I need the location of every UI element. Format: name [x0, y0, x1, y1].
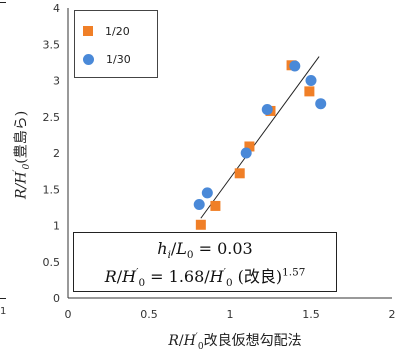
left-edge-glyph: 1 — [0, 306, 7, 317]
eq2-coef: = 1.68/ — [145, 267, 210, 286]
x-label-sub: 0 — [197, 341, 204, 352]
data-point-circle — [261, 104, 273, 115]
data-point-circle — [289, 60, 301, 72]
x-label-prime: ′ — [195, 332, 198, 343]
y-label-prime: ′ — [12, 169, 23, 172]
eq2-sub0: 0 — [138, 277, 146, 290]
x-tick-label: 0.5 — [140, 308, 158, 321]
left-edge-bracket-top — [0, 2, 6, 3]
y-tick-label: 0 — [53, 292, 60, 305]
eq1-i: i — [167, 249, 171, 262]
eq2-prime: ′ — [136, 266, 139, 279]
x-tick-label: 2 — [389, 308, 396, 321]
eq2-paren: (改良) — [232, 267, 283, 286]
eq2-prime-rhs: ′ — [223, 266, 226, 279]
y-tick-label: 2.5 — [43, 111, 61, 124]
x-label-r: R — [168, 333, 179, 349]
eq1-value: = 0.03 — [193, 239, 253, 258]
data-point-square — [244, 141, 255, 152]
y-tick-label: 4 — [53, 2, 60, 15]
data-point-circle — [201, 187, 213, 199]
legend-circle-marker — [83, 53, 94, 65]
equation-line-2: R/H′0 = 1.68/H′0 (改良)1.57 — [104, 266, 306, 290]
data-point-circle — [193, 198, 205, 210]
legend-square-marker — [83, 26, 93, 36]
y-tick-label: 1 — [53, 220, 60, 233]
eq1-l: L — [176, 239, 187, 258]
x-tick-label: 0 — [65, 308, 72, 321]
y-tick-label: 1.5 — [43, 183, 61, 196]
y-tick-label: 2 — [53, 147, 60, 160]
data-point-square — [195, 219, 206, 230]
x-tick-label: 1 — [227, 308, 234, 321]
y-tick-label: 0.5 — [43, 256, 61, 269]
x-tick-label: 1.5 — [302, 308, 320, 321]
y-label-r: R — [13, 188, 30, 200]
eq2-r: R — [104, 267, 117, 286]
x-label-suffix: 改良仮想勾配法 — [203, 333, 302, 349]
left-edge-bracket-bottom — [0, 298, 6, 299]
eq1-sub0: 0 — [186, 249, 194, 262]
data-point-circle — [240, 147, 252, 159]
data-point-square — [210, 200, 221, 211]
eq2-exponent: 1.57 — [282, 266, 306, 279]
eq2-h-rhs: H — [209, 267, 224, 286]
eq1-h: h — [157, 239, 168, 258]
data-point-square — [304, 86, 315, 97]
data-point-circle — [315, 98, 327, 110]
data-point-square — [234, 168, 245, 179]
y-label-sub: 0 — [21, 163, 32, 170]
legend: 1/20 1/30 — [74, 10, 158, 78]
legend-item-1-20: 1/20 — [83, 23, 130, 39]
legend-label-1-30: 1/30 — [106, 52, 131, 66]
y-label-suffix: (豊島ら) — [13, 110, 30, 164]
x-label-h: H — [183, 333, 196, 349]
legend-item-1-30: 1/30 — [83, 51, 131, 67]
y-label-h: H — [13, 171, 30, 184]
fit-line — [200, 56, 320, 219]
y-axis-label: R/H′0(豊島ら) — [12, 110, 32, 200]
equation-line-1: hi/L0 = 0.03 — [157, 239, 253, 262]
x-axis-label: R/H′0改良仮想勾配法 — [168, 332, 302, 352]
y-tick-label: 3 — [53, 75, 60, 88]
eq2-h: H — [122, 267, 137, 286]
legend-label-1-20: 1/20 — [105, 24, 130, 38]
equation-annotation: hi/L0 = 0.03 R/H′0 = 1.68/H′0 (改良)1.57 — [73, 232, 337, 292]
y-tick-label: 3.5 — [43, 38, 61, 51]
data-point-circle — [305, 75, 317, 86]
eq2-sub0-rhs: 0 — [225, 277, 233, 290]
